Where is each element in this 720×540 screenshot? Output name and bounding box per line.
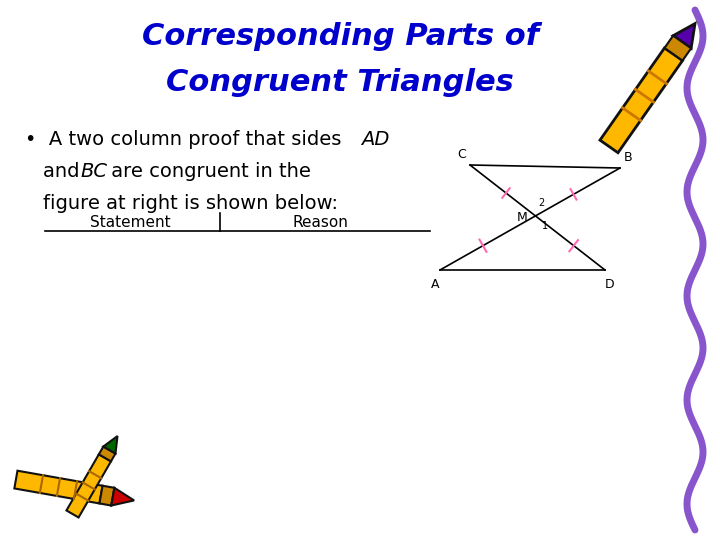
Text: C: C bbox=[457, 148, 466, 161]
Text: Statement: Statement bbox=[90, 215, 171, 230]
Text: Reason: Reason bbox=[292, 215, 348, 230]
Text: •  A two column proof that sides: • A two column proof that sides bbox=[25, 130, 348, 149]
Text: BC: BC bbox=[80, 162, 107, 181]
Polygon shape bbox=[66, 454, 111, 517]
Polygon shape bbox=[14, 471, 102, 503]
Polygon shape bbox=[112, 488, 134, 505]
Text: D: D bbox=[606, 278, 615, 291]
Polygon shape bbox=[99, 485, 114, 505]
Polygon shape bbox=[104, 436, 117, 454]
Text: B: B bbox=[624, 151, 633, 164]
Text: are congruent in the: are congruent in the bbox=[105, 162, 311, 181]
Polygon shape bbox=[99, 447, 115, 461]
Polygon shape bbox=[665, 36, 691, 60]
Text: Corresponding Parts of: Corresponding Parts of bbox=[142, 22, 539, 51]
Text: M: M bbox=[517, 211, 528, 225]
Text: figure at right is shown below:: figure at right is shown below: bbox=[43, 194, 338, 213]
Polygon shape bbox=[600, 48, 683, 153]
Text: 2: 2 bbox=[539, 198, 545, 208]
Polygon shape bbox=[673, 24, 695, 48]
Text: 1: 1 bbox=[541, 221, 548, 231]
Text: A: A bbox=[431, 278, 439, 291]
Text: and: and bbox=[43, 162, 86, 181]
Text: Congruent Triangles: Congruent Triangles bbox=[166, 68, 514, 97]
Text: AD: AD bbox=[361, 130, 390, 149]
